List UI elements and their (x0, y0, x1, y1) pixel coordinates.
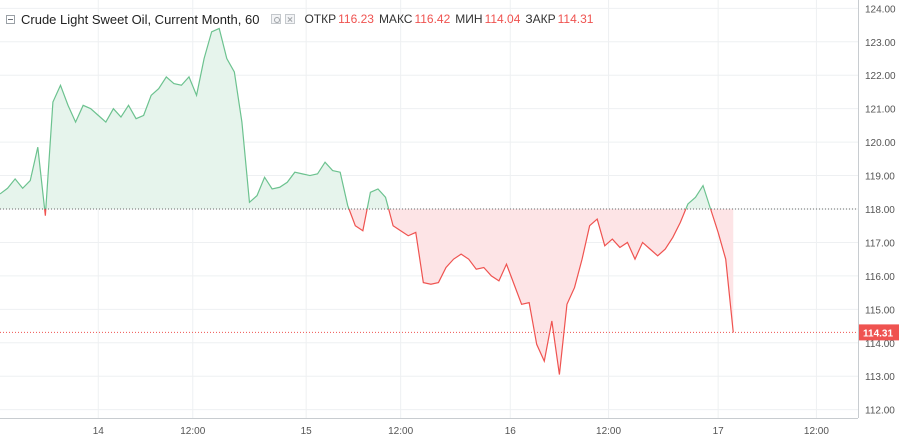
y-tick-label: 113.00 (865, 372, 895, 383)
y-tick-label: 119.00 (865, 172, 895, 183)
x-tick-label: 17 (713, 426, 725, 437)
open-value: 116.23 (338, 12, 374, 26)
line-layer (0, 27, 858, 375)
fill-layer (0, 28, 734, 375)
last-price-tag: 114.31 (859, 324, 899, 341)
area-fill-above-baseline (0, 147, 45, 209)
y-tick-label: 122.00 (865, 71, 896, 82)
axis-layer: 112.00 113.00 114.00 115.00 116.00 117.00 118.… (0, 0, 899, 437)
price-line-below-baseline (44, 208, 47, 216)
area-fill-below-baseline (710, 209, 734, 333)
x-tick-label: 15 (301, 426, 313, 437)
settings-icon[interactable] (271, 14, 282, 24)
price-line-below-baseline (348, 208, 368, 232)
last-price-tag-label: 114.31 (863, 328, 893, 339)
x-tick-label: 14 (93, 426, 105, 437)
low-label: МИН (455, 12, 483, 26)
y-tick-label: 118.00 (865, 205, 895, 216)
price-line-below-baseline (710, 208, 734, 333)
price-line-above-baseline (366, 188, 390, 210)
open-label: ОТКР (304, 12, 337, 26)
area-fill-below-baseline (388, 209, 686, 375)
y-tick-label: 121.00 (865, 105, 896, 116)
x-tick-label: 16 (505, 426, 517, 437)
close-value: 114.31 (557, 12, 594, 26)
price-line-below-baseline (388, 208, 687, 375)
x-tick-label: 12:00 (596, 426, 621, 437)
price-line-above-baseline (0, 147, 46, 210)
high-label: МАКС (378, 12, 413, 26)
y-tick-label: 120.00 (865, 138, 896, 149)
close-icon[interactable] (285, 14, 296, 24)
price-line-above-baseline (685, 184, 712, 210)
instrument-title: Crude Light Sweet Oil, Current Month, 60 (21, 11, 260, 27)
area-fill-below-baseline (348, 209, 368, 231)
area-fill-above-baseline (45, 28, 350, 210)
legend: Crude Light Sweet Oil, Current Month, 60… (6, 11, 593, 27)
high-value: 116.42 (414, 12, 451, 26)
area-fill-above-baseline (367, 188, 389, 209)
last-price-tag-bg (859, 324, 899, 341)
x-tick-label: 12:00 (388, 426, 413, 437)
x-tick-label: 12:00 (180, 426, 205, 437)
low-value: 114.04 (484, 12, 521, 26)
y-tick-label: 115.00 (865, 305, 895, 316)
price-line-above-baseline (45, 27, 350, 210)
y-tick-label: 123.00 (865, 38, 896, 49)
close-label: ЗАКР (525, 12, 556, 26)
y-tick-label: 124.00 (865, 4, 896, 15)
y-tick-label: 116.00 (865, 272, 895, 283)
collapse-icon[interactable] (6, 14, 15, 24)
x-tick-label: 12:00 (804, 426, 829, 437)
y-tick-label: 117.00 (865, 238, 895, 249)
y-tick-label: 114.00 (865, 339, 895, 350)
y-tick-label: 112.00 (865, 406, 895, 417)
